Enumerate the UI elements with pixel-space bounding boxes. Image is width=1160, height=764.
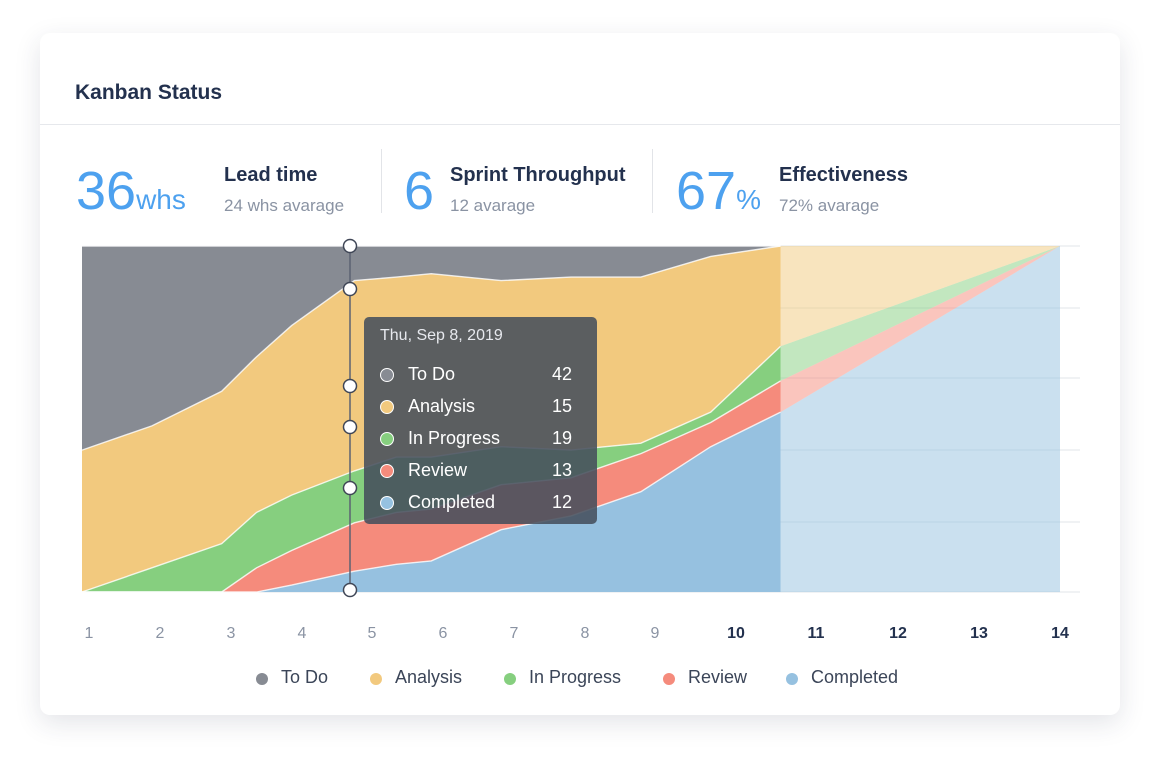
header-divider (40, 124, 1120, 125)
x-tick-label: 1 (85, 625, 94, 642)
legend-label: Review (688, 667, 748, 687)
x-tick-label: 6 (439, 625, 448, 642)
tooltip-row-value: 42 (551, 364, 572, 384)
kpi-unit: whs (136, 184, 186, 215)
area-to-do (82, 246, 781, 451)
kpi-number: 36 (76, 161, 137, 221)
todo-dot-icon (256, 673, 268, 685)
tooltip-row-completed: Completed 12 (380, 492, 580, 516)
chart-tooltip: Thu, Sep 8, 2019 To Do 42 Analysis 15 In… (364, 317, 597, 524)
kpi-value: 36whs (76, 159, 186, 232)
forecast-area-in-progress (780, 246, 1060, 381)
tooltip-row-value: 19 (551, 428, 572, 448)
kpi-label: Lead time (224, 164, 318, 186)
forecast-area-completed (780, 246, 1060, 592)
kpi-value: 67% (676, 159, 761, 232)
x-tick-label: 4 (298, 625, 307, 642)
legend-label: To Do (281, 667, 329, 687)
kpi-number: 67 (676, 161, 737, 221)
x-tick-label: 9 (651, 625, 660, 642)
tooltip-row-name: Analysis (408, 396, 476, 416)
x-tick-label: 5 (368, 625, 377, 642)
kpi-effectiveness: 67% Effectiveness 72% avarage (676, 159, 936, 223)
tooltip-row-name: In Progress (408, 428, 501, 448)
x-tick-label: 2 (156, 625, 165, 642)
tooltip-date: Thu, Sep 8, 2019 (380, 327, 503, 344)
tooltip-row-name: Completed (408, 492, 496, 512)
kpi-label: Effectiveness (779, 164, 908, 186)
completed-dot-icon (380, 496, 394, 510)
kpi-unit: % (736, 184, 761, 215)
kpi-divider (381, 149, 382, 213)
tooltip-row-name: Review (408, 460, 468, 480)
hover-point-marker (342, 419, 358, 435)
area-completed (82, 412, 781, 592)
tooltip-row-value: 12 (551, 492, 572, 512)
x-tick-label: 8 (581, 625, 590, 642)
kpi-sprint-throughput: 6 Sprint Throughput 12 avarage (404, 159, 644, 223)
tooltip-row-todo: To Do 42 (380, 364, 580, 388)
tooltip-row-value: 15 (551, 396, 572, 416)
legend-label: In Progress (529, 667, 622, 687)
x-tick-label: 14 (1051, 625, 1069, 642)
tooltip-row-analysis: Analysis 15 (380, 396, 580, 420)
kpi-sub: 24 whs avarage (224, 196, 345, 215)
in-progress-dot-icon (504, 673, 516, 685)
area-review (82, 380, 781, 592)
x-tick-label: 13 (970, 625, 988, 642)
hover-point-marker (342, 582, 358, 598)
in-progress-dot-icon (380, 432, 394, 446)
tooltip-row-value: 13 (551, 460, 572, 480)
legend-label: Analysis (395, 667, 463, 687)
x-tick-label: 7 (510, 625, 519, 642)
kpi-value: 6 (404, 159, 434, 223)
completed-dot-icon (786, 673, 798, 685)
review-dot-icon (663, 673, 675, 685)
todo-dot-icon (380, 368, 394, 382)
chart-legend: To Do Analysis In Progress Review Comple… (0, 667, 1160, 691)
kpi-divider (652, 149, 653, 213)
forecast-area-review (780, 246, 1060, 413)
x-tick-label: 10 (727, 625, 745, 642)
kpi-number: 6 (404, 161, 435, 221)
area-border (81, 245, 781, 451)
tooltip-row-review: Review 13 (380, 460, 580, 484)
kpi-sub: 72% avarage (779, 196, 880, 215)
review-dot-icon (380, 464, 394, 478)
kpi-sub: 12 avarage (450, 196, 536, 215)
analysis-dot-icon (380, 400, 394, 414)
hover-point-marker (342, 480, 358, 496)
tooltip-row-in-progress: In Progress 19 (380, 428, 580, 452)
x-tick-label: 3 (227, 625, 236, 642)
hover-point-marker (342, 378, 358, 394)
kpi-lead-time: 36whs Lead time 24 whs avarage (76, 159, 386, 223)
x-tick-label: 12 (889, 625, 907, 642)
hover-point-marker (342, 238, 358, 254)
hover-point-marker (342, 281, 358, 297)
analysis-dot-icon (370, 673, 382, 685)
tooltip-row-name: To Do (408, 364, 456, 384)
forecast-area-analysis (780, 246, 1060, 347)
card-title: Kanban Status (75, 81, 223, 104)
legend-label: Completed (811, 667, 899, 687)
kpi-label: Sprint Throughput (450, 164, 626, 186)
x-tick-label: 11 (808, 625, 825, 642)
